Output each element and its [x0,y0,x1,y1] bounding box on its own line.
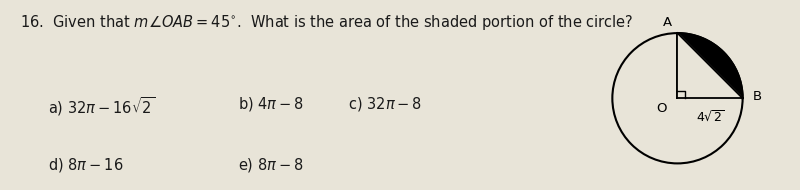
Text: $4\sqrt{2}$: $4\sqrt{2}$ [695,109,725,124]
Polygon shape [678,33,742,98]
Text: d) $8\pi - 16$: d) $8\pi - 16$ [48,156,124,174]
Text: b) $4\pi - 8$: b) $4\pi - 8$ [238,95,304,113]
Text: e) $8\pi - 8$: e) $8\pi - 8$ [238,156,304,174]
Wedge shape [678,33,742,98]
Text: O: O [656,101,666,115]
Text: B: B [753,90,762,103]
Text: 16.  Given that $m\angle OAB = 45^{\circ}$.  What is the area of the shaded port: 16. Given that $m\angle OAB = 45^{\circ}… [19,13,633,32]
Text: c) $32\pi - 8$: c) $32\pi - 8$ [348,95,422,113]
Text: A: A [662,16,672,29]
Text: a) $32\pi - 16\sqrt{2}$: a) $32\pi - 16\sqrt{2}$ [48,95,155,118]
